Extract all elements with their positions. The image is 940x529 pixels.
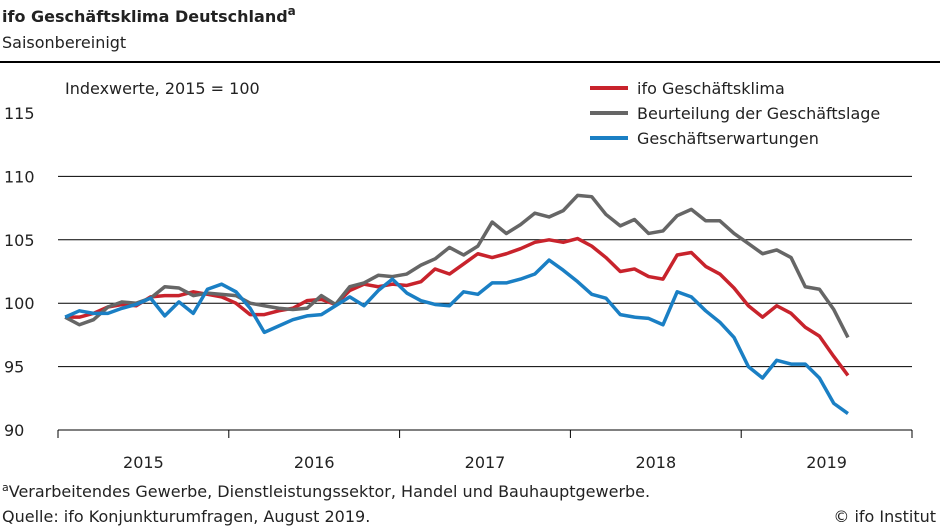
- footnote: aVerarbeitendes Gewerbe, Dienstleistungs…: [2, 481, 650, 501]
- source: Quelle: ifo Konjunkturumfragen, August 2…: [2, 507, 370, 526]
- x-tick-label: 2018: [635, 453, 676, 472]
- subtitle: Saisonbereinigt: [2, 33, 126, 52]
- legend-label: ifo Geschäftsklima: [637, 79, 785, 98]
- x-tick-label: 2015: [123, 453, 164, 472]
- footnote-text: Verarbeitendes Gewerbe, Dienstleistungss…: [9, 482, 650, 501]
- y-tick-label: 110: [4, 167, 35, 186]
- series-line: [64, 193, 850, 339]
- title-text: ifo Geschäftsklima Deutschland: [2, 7, 288, 26]
- legend-label: Beurteilung der Geschäftslage: [637, 104, 880, 123]
- y-tick-label: 115: [4, 104, 35, 123]
- y-tick-label: 100: [4, 294, 35, 313]
- annotation: Indexwerte, 2015 = 100: [65, 79, 260, 98]
- series-line: [65, 236, 850, 377]
- x-tick-label: 2017: [465, 453, 506, 472]
- title-note-marker: a: [288, 4, 296, 18]
- y-tick-label: 90: [4, 421, 24, 440]
- footnote-marker: a: [2, 481, 9, 494]
- chart-title: ifo Geschäftsklima Deutschlanda: [2, 4, 296, 26]
- series-line: [64, 258, 849, 415]
- copyright: © ifo Institut: [833, 507, 936, 526]
- legend-label: Geschäftserwartungen: [637, 129, 819, 148]
- x-tick-label: 2016: [294, 453, 335, 472]
- x-tick-label: 2019: [806, 453, 847, 472]
- y-tick-label: 95: [4, 358, 24, 377]
- y-tick-label: 105: [4, 231, 35, 250]
